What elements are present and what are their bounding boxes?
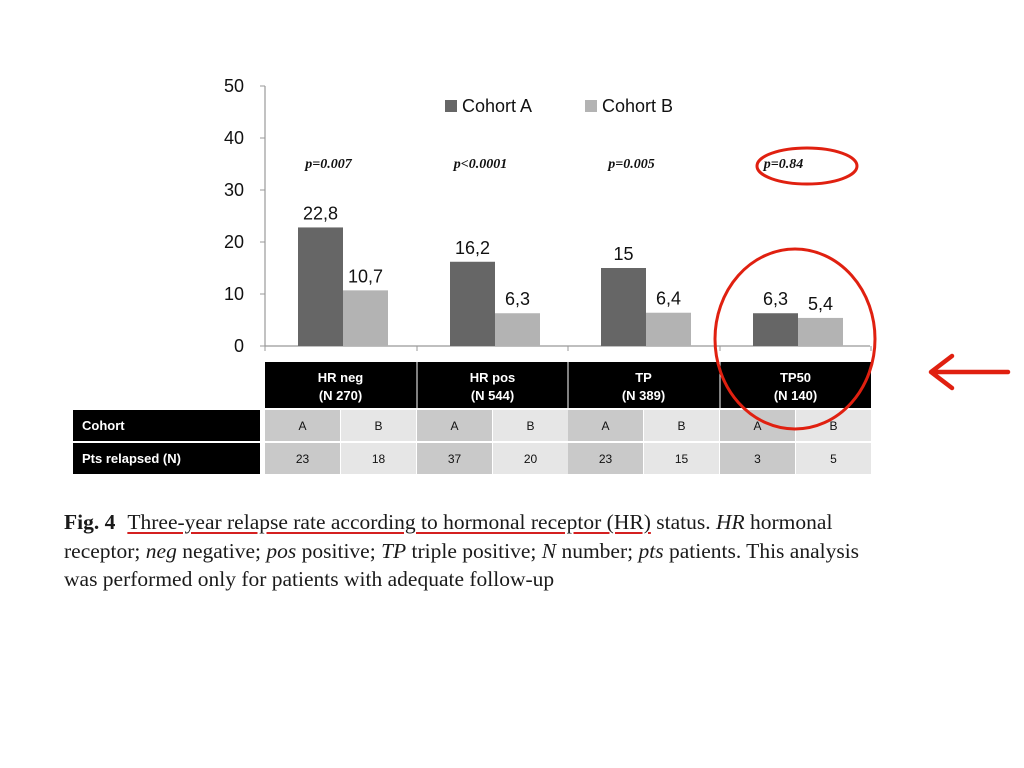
table-cell: B xyxy=(677,419,685,433)
y-tick-label: 40 xyxy=(224,128,244,148)
table-cell-bg xyxy=(493,443,568,474)
category-n: (N 389) xyxy=(622,388,665,403)
table-cell: 20 xyxy=(524,452,538,466)
category-n: (N 140) xyxy=(774,388,817,403)
table-cell-bg xyxy=(341,443,416,474)
row-label-cell xyxy=(73,443,260,474)
bar-value-label: 22,8 xyxy=(303,203,338,223)
bar-cohort-a xyxy=(601,268,646,346)
caption-text: negative; xyxy=(176,538,267,563)
bar-cohort-b xyxy=(343,290,388,346)
bar-value-label: 5,4 xyxy=(808,294,833,314)
relapse-rate-chart: 0 10 20 30 40 50 22,8 10,7 16,2 6,3 15 6,4 6,3 5,4 C… xyxy=(73,76,1011,474)
highlight-circle-pvalue xyxy=(755,146,859,186)
category-header: HR pos xyxy=(470,370,516,385)
table-cell: A xyxy=(298,419,306,433)
table-cell: 37 xyxy=(448,452,462,466)
y-tick-label: 10 xyxy=(224,284,244,304)
category-header: HR neg xyxy=(318,370,364,385)
table-cell-bg xyxy=(417,443,492,474)
category-header: TP xyxy=(635,370,652,385)
left-arrow-icon xyxy=(928,353,1011,391)
bar-cohort-a xyxy=(753,313,798,346)
caption-text: patients. This analysis was performed on… xyxy=(64,538,860,592)
y-tick-label: 30 xyxy=(224,180,244,200)
figure-title: Three-year relapse rate according to hor… xyxy=(127,510,651,534)
bar-cohort-b xyxy=(646,312,691,346)
figure-caption: Fig. 4 Three-year relapse rate according … xyxy=(64,508,894,594)
table-cell: A xyxy=(753,419,761,433)
bar-cohort-a xyxy=(450,261,495,346)
caption-text: status. xyxy=(656,510,716,534)
y-tick-label: 0 xyxy=(234,336,244,356)
table-cell: 3 xyxy=(754,452,761,466)
table-cell: 23 xyxy=(296,452,310,466)
legend: Cohort A Cohort B xyxy=(445,96,673,116)
table-cell: 18 xyxy=(372,452,386,466)
category-header: TP50 xyxy=(780,370,811,385)
legend-swatch xyxy=(585,100,597,112)
p-value-label: p<0.0001 xyxy=(453,157,507,172)
caption-text: positive; xyxy=(296,538,382,563)
table-cell-bg xyxy=(493,410,568,441)
category-n: (N 544) xyxy=(471,388,514,403)
table-cell-bg xyxy=(720,410,795,441)
row-label-cell xyxy=(73,410,260,441)
table-cell-bg xyxy=(568,410,643,441)
bar-value-label: 6,4 xyxy=(656,289,681,309)
bar-cohort-b xyxy=(495,313,540,346)
p-value-label: p=0.007 xyxy=(304,157,352,172)
table-cell: B xyxy=(829,419,837,433)
table-cell-bg xyxy=(644,443,719,474)
caption-abbr: pts xyxy=(638,538,664,563)
bar-cohort-a xyxy=(298,227,343,346)
row-label: Cohort xyxy=(82,418,125,433)
table-cell: B xyxy=(374,419,382,433)
caption-abbr: TP xyxy=(381,538,407,563)
annotations xyxy=(713,146,1011,431)
legend-label: Cohort B xyxy=(602,96,673,116)
data-table: HR neg (N 270) HR pos (N 544) TP (N 389) TP50 (… xyxy=(73,362,871,474)
table-cell-bg xyxy=(644,410,719,441)
caption-abbr: HR xyxy=(715,510,745,534)
table-cell-bg xyxy=(265,410,340,441)
p-value-label: p=0.84 xyxy=(763,157,803,172)
caption-text: triple positive; xyxy=(406,538,542,563)
bar-value-label: 6,3 xyxy=(763,289,788,309)
table-cell: B xyxy=(526,419,534,433)
bar-value-label: 15 xyxy=(613,244,633,264)
table-cell-bg xyxy=(796,443,871,474)
table-cell-bg xyxy=(720,443,795,474)
caption-abbr: pos xyxy=(266,538,297,563)
caption-text: hormonal receptor; xyxy=(64,510,833,563)
p-values: p=0.007 p<0.0001 p=0.005 p=0.84 xyxy=(304,157,803,172)
table-cell: A xyxy=(450,419,458,433)
bar-value-label: 16,2 xyxy=(455,238,490,258)
row-label: Pts relapsed (N) xyxy=(82,451,181,466)
legend-label: Cohort A xyxy=(462,96,532,116)
table-cell: A xyxy=(601,419,609,433)
caption-abbr: neg xyxy=(145,538,177,563)
bar-value-label: 6,3 xyxy=(505,289,530,309)
table-cell-bg xyxy=(341,410,416,441)
table-cell-bg xyxy=(796,410,871,441)
bars: 22,8 10,7 16,2 6,3 15 6,4 6,3 5,4 xyxy=(298,203,843,346)
y-tick-label: 20 xyxy=(224,232,244,252)
table-cell: 5 xyxy=(830,452,837,466)
table-cell: 15 xyxy=(675,452,689,466)
bar-value-label: 10,7 xyxy=(348,266,383,286)
caption-text: number; xyxy=(556,538,639,563)
legend-swatch xyxy=(445,100,457,112)
p-value-label: p=0.005 xyxy=(607,157,654,172)
figure-label: Fig. 4 xyxy=(64,510,116,534)
table-cell-bg xyxy=(568,443,643,474)
table-cell: 23 xyxy=(599,452,613,466)
y-tick-label: 50 xyxy=(224,76,244,96)
highlight-circle-tp50 xyxy=(713,247,877,431)
table-cell-bg xyxy=(417,410,492,441)
table-cell-bg xyxy=(265,443,340,474)
bar-cohort-b xyxy=(798,317,843,346)
caption-abbr: N xyxy=(541,538,557,563)
category-n: (N 270) xyxy=(319,388,362,403)
